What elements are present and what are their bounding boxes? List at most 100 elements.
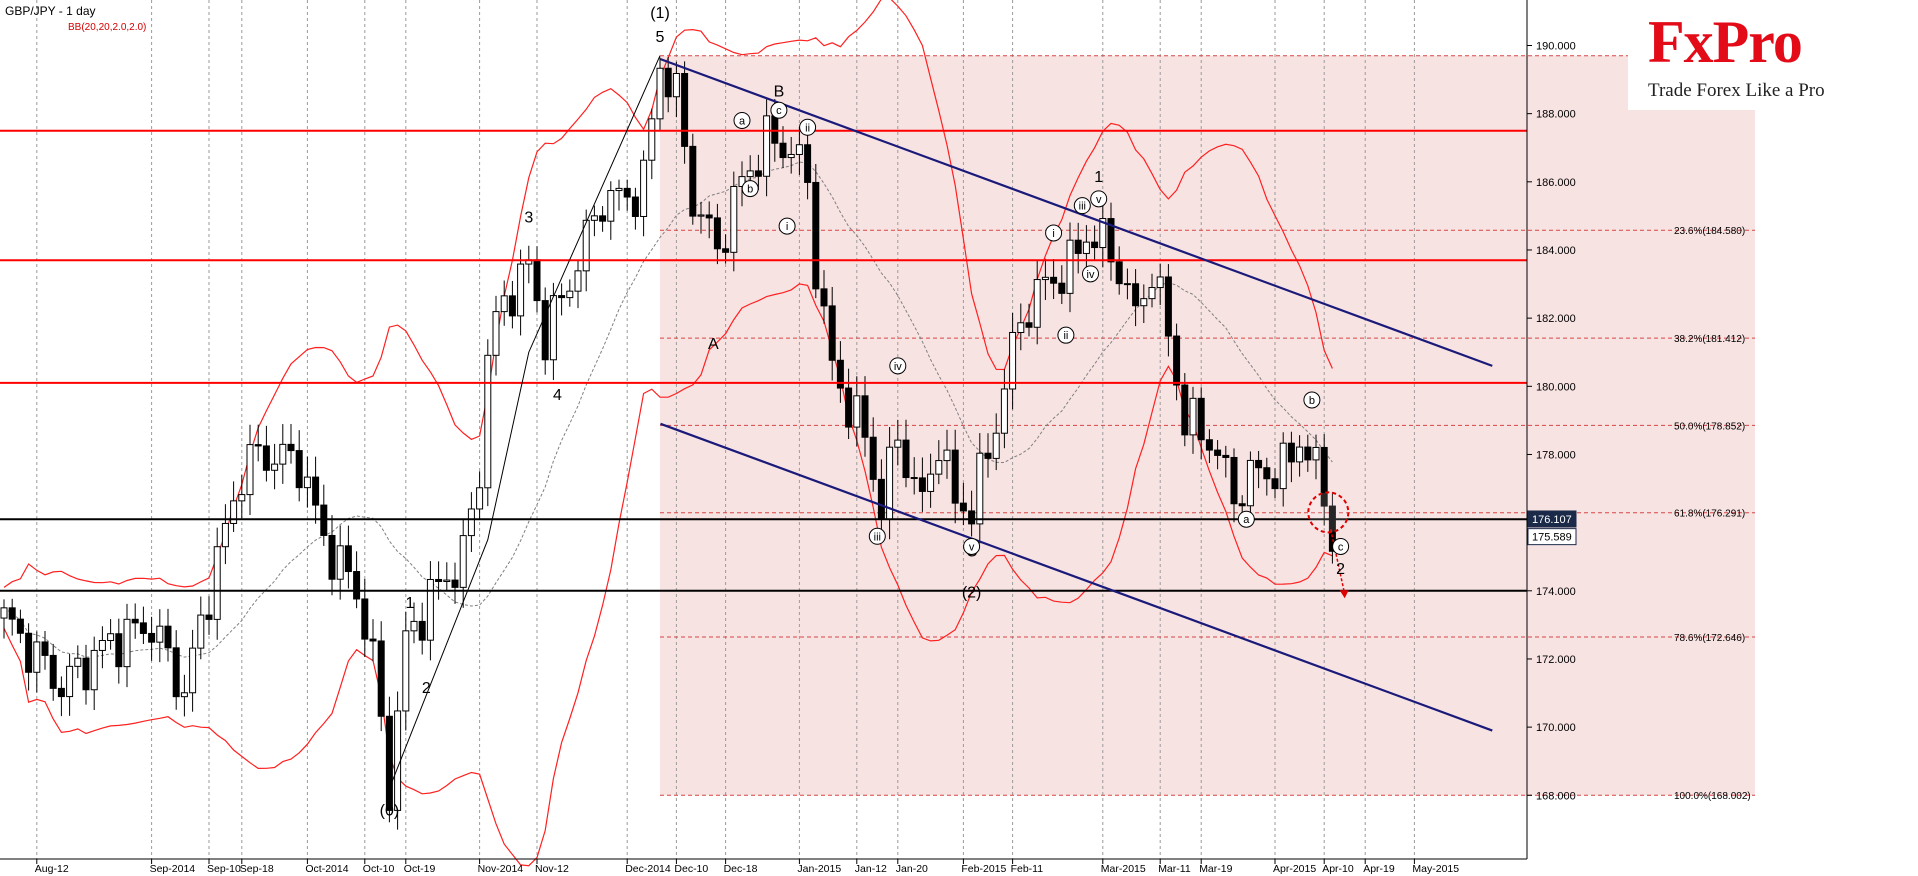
candle-body	[312, 476, 320, 506]
candle-body	[812, 181, 820, 290]
candle-body	[599, 215, 607, 222]
wave-label-circled: iii	[1079, 201, 1086, 213]
channel-line	[660, 58, 1493, 367]
candle-body	[156, 625, 164, 643]
candle-body	[836, 359, 844, 389]
candle-body	[344, 545, 352, 573]
price-marker-label: 176.107	[1532, 514, 1572, 526]
candle-body	[689, 145, 697, 217]
fib-level-label: 38.2%(181.412)	[1674, 334, 1745, 345]
candle-body	[1181, 384, 1189, 436]
candle-body	[164, 625, 172, 649]
wave-label-circle	[1332, 537, 1350, 555]
candle-body	[1041, 276, 1049, 281]
candle-body	[1255, 459, 1263, 469]
candle-body	[1099, 218, 1107, 249]
candle-body	[180, 692, 188, 698]
candle-body	[1304, 446, 1312, 461]
candle-body	[402, 630, 410, 712]
candle-body	[361, 598, 369, 640]
candle-body	[845, 387, 853, 428]
candle-body	[459, 535, 467, 588]
candle-body	[49, 654, 57, 689]
y-tick-label: 182.000	[1536, 313, 1576, 325]
x-tick-label: Aug-12	[35, 863, 69, 875]
candle-body	[230, 500, 238, 524]
impulse-line	[388, 55, 661, 789]
candle-body	[672, 72, 680, 98]
candle-body	[410, 620, 418, 632]
wave-label-circled: iii	[874, 531, 881, 543]
candle-body	[541, 300, 549, 361]
fib-level-label: 50.0%(178.852)	[1674, 421, 1745, 432]
candle-body	[66, 665, 74, 698]
y-tick-label: 168.000	[1536, 790, 1576, 802]
candle-body	[1246, 459, 1254, 507]
candle-body	[976, 452, 984, 525]
candle-body	[713, 217, 721, 250]
candle-body	[377, 640, 385, 717]
candle-body	[1132, 283, 1140, 307]
wave-label-circled: c	[776, 105, 782, 117]
candle-body	[1074, 239, 1082, 254]
wave-label-circled: a	[739, 115, 746, 127]
candle-body	[33, 641, 41, 673]
wave-label-circle	[1045, 224, 1063, 242]
candle-body	[1025, 322, 1033, 328]
y-tick-label: 186.000	[1536, 177, 1576, 189]
x-tick-label: Nov-2014	[478, 863, 524, 875]
candle-body	[0, 607, 8, 619]
candle-body	[992, 432, 1000, 459]
candle-body	[287, 443, 295, 452]
candle-body	[533, 259, 541, 302]
x-tick-label: Nov-12	[535, 863, 569, 875]
wave-label-circled: iv	[894, 361, 902, 373]
candle-body	[262, 445, 270, 471]
candle-body	[1279, 442, 1287, 490]
wave-label-circled: v	[969, 541, 975, 553]
wave-label-circle	[799, 118, 817, 136]
indicator-label: BB(20,20,2.0,2.0)	[68, 22, 147, 33]
candle-body	[1033, 279, 1041, 328]
arrow-head	[1339, 590, 1349, 599]
wave-label: 5	[656, 29, 665, 46]
candle-body	[1320, 446, 1328, 507]
wave-label: 1	[1094, 169, 1103, 186]
wave-label-circled: ii	[1063, 330, 1068, 342]
x-tick-label: Jan-2015	[797, 863, 841, 875]
candle-body	[828, 305, 836, 361]
candle-body	[1082, 241, 1090, 254]
candle-body	[722, 248, 730, 253]
wave-label: (1)	[650, 5, 670, 22]
x-tick-label: Oct-2014	[305, 863, 348, 875]
candle-body	[394, 710, 402, 811]
candle-body	[681, 72, 689, 147]
candle-body	[369, 638, 377, 642]
candle-body	[590, 215, 598, 221]
trend-channel	[388, 55, 1493, 789]
candle-body	[1238, 503, 1246, 507]
candle-body	[623, 187, 631, 198]
wave-labels: (1)53412(0)BAC(2)12abciiiiviiiviiiiiiviv…	[380, 5, 1350, 820]
fxpro-logo: FxPro Trade Forex Like a Pro	[1628, 6, 1866, 110]
candle-body	[1115, 261, 1123, 285]
candle-body	[336, 545, 344, 580]
candle-body	[656, 67, 664, 120]
candle-body	[918, 477, 926, 492]
candle-body	[123, 618, 131, 668]
candle-body	[385, 715, 393, 811]
price-axis: 190.000 188.000 186.000 184.000 182.000 180.0…	[1526, 0, 1577, 859]
candle-body	[517, 263, 525, 317]
wave-label: 4	[553, 387, 562, 404]
x-tick-label: Sep-18	[240, 863, 274, 875]
candle-body	[787, 153, 795, 159]
wave-label-circle	[1073, 197, 1091, 215]
wave-label: A	[708, 336, 719, 353]
x-tick-label: Oct-10	[363, 863, 395, 875]
wave-label-circle	[889, 357, 907, 375]
wave-label-circle	[1082, 265, 1099, 283]
logo-text: FxPro	[1648, 9, 1803, 75]
y-tick-label: 190.000	[1536, 40, 1576, 52]
candle-body	[1263, 467, 1271, 480]
wave-label-circled: iv	[1087, 269, 1095, 281]
